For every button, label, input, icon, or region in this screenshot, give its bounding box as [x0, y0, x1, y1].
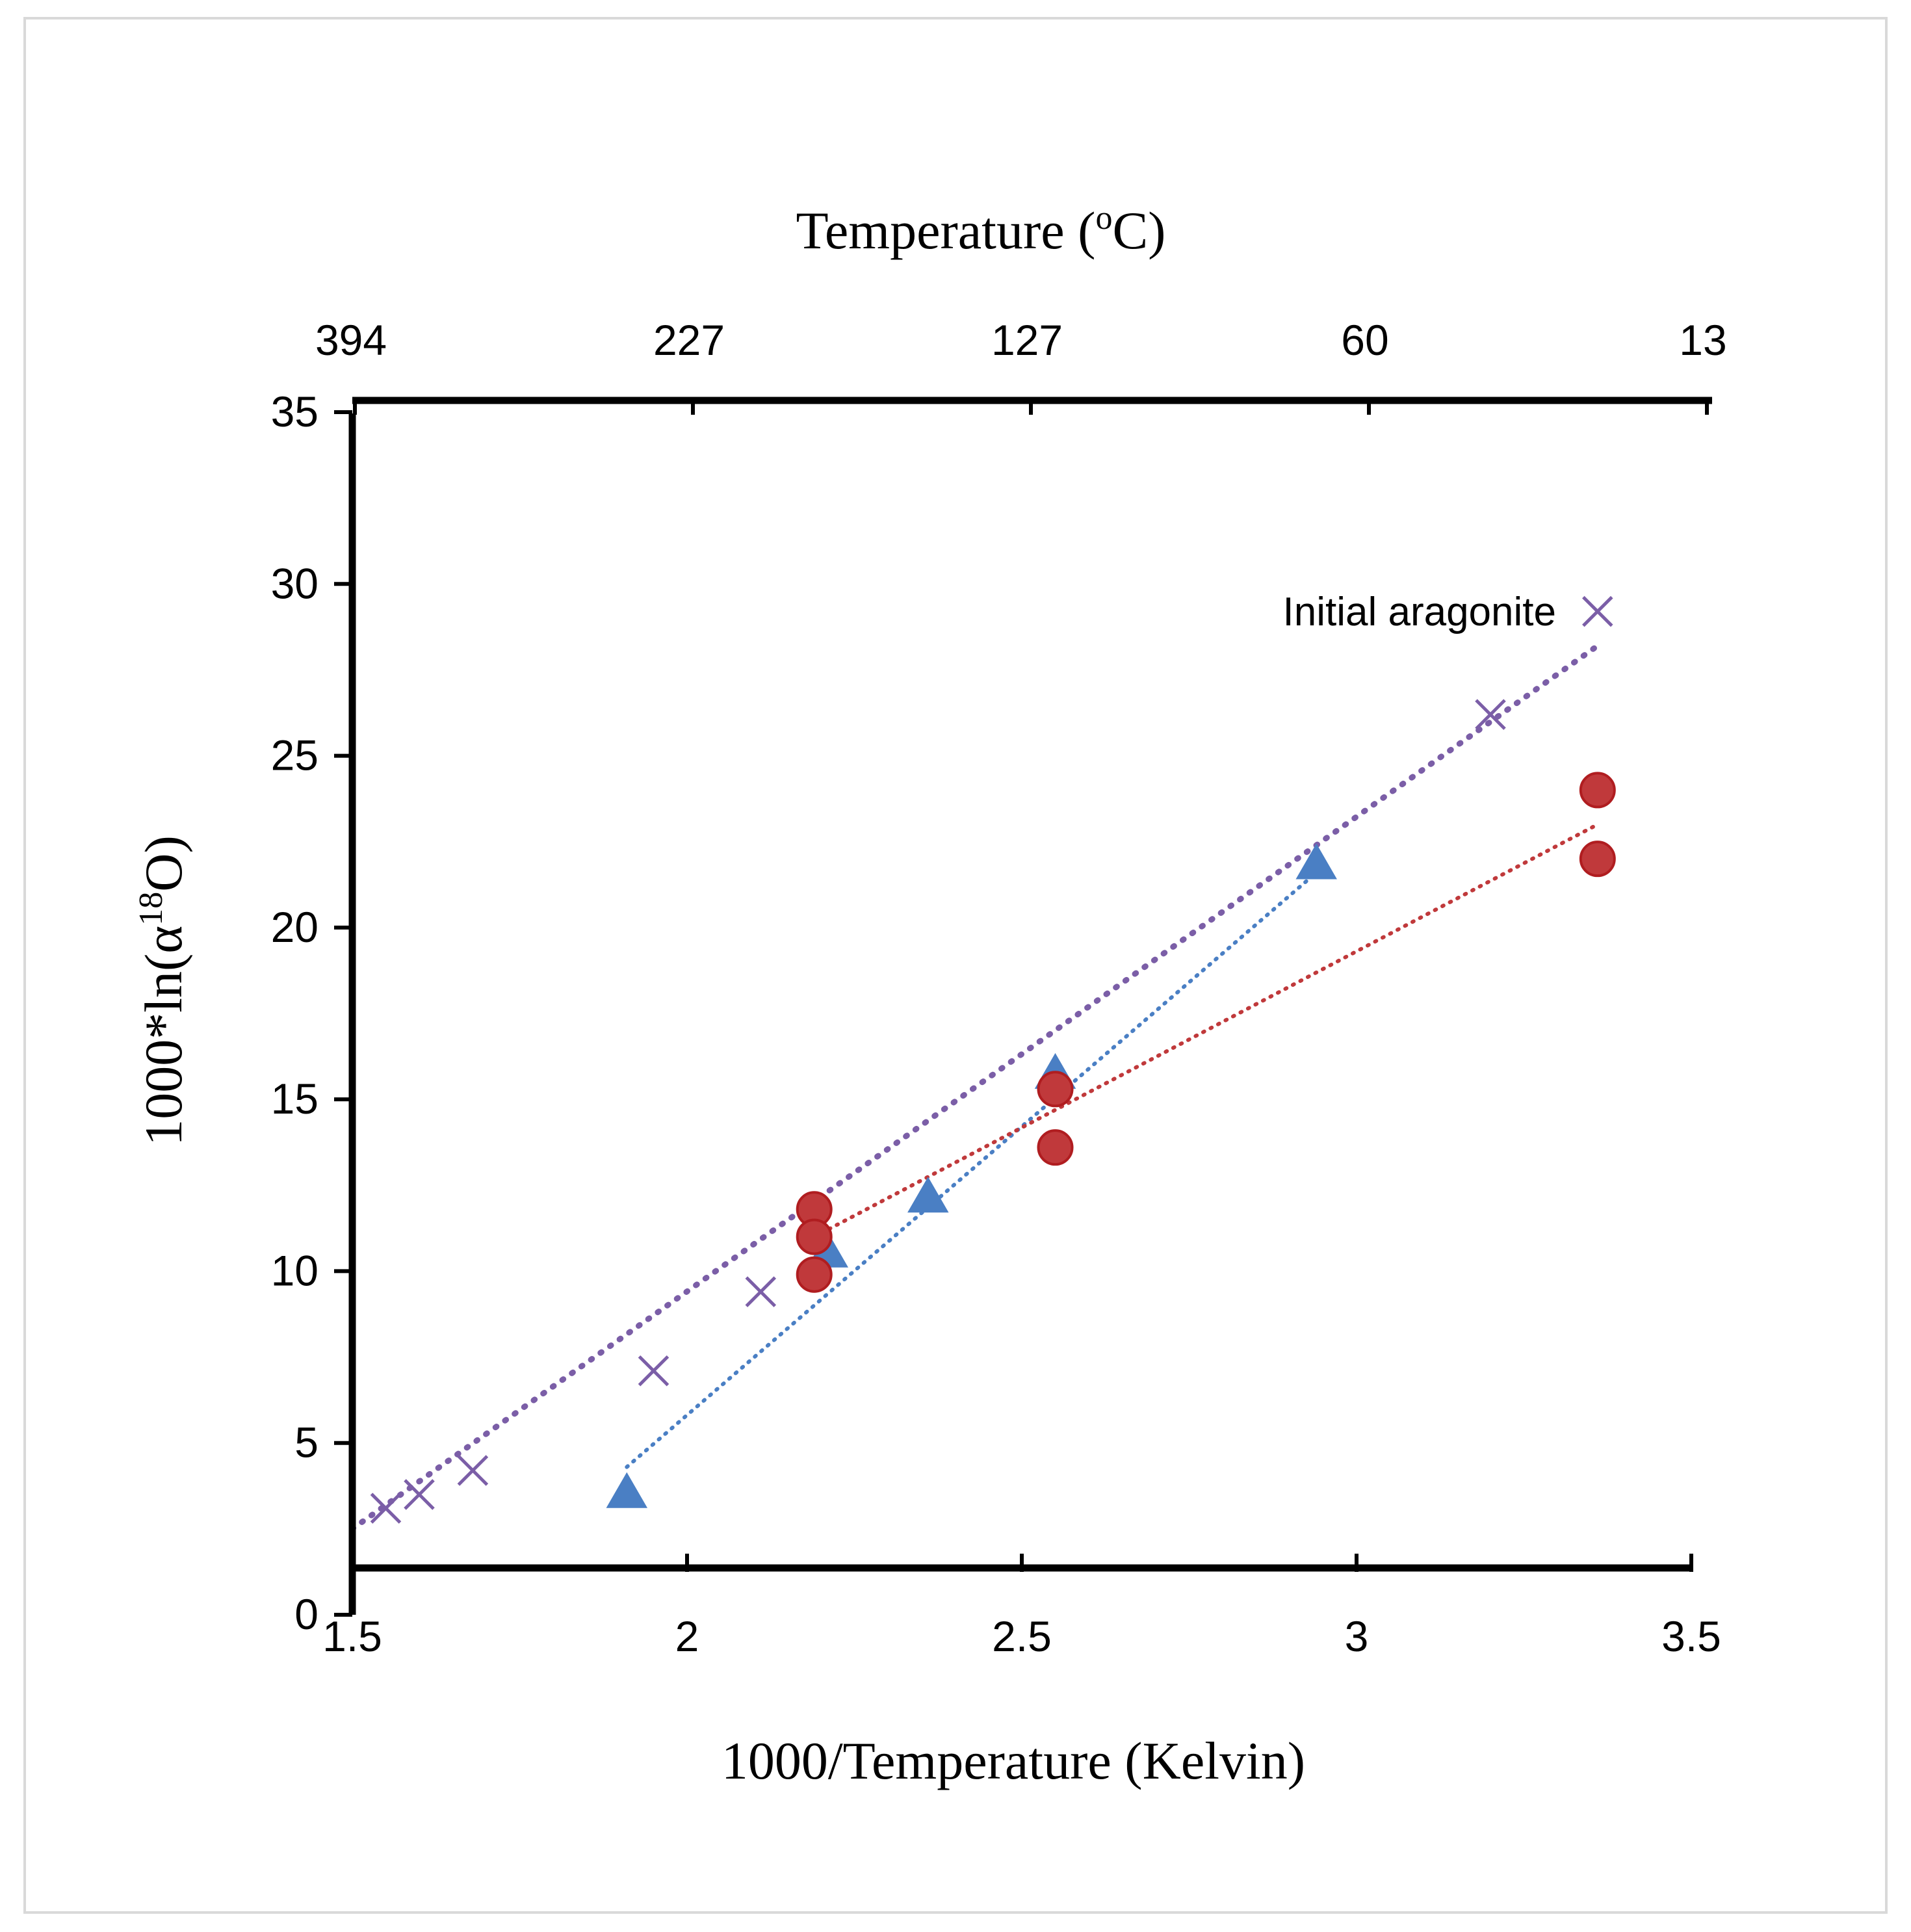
purple-cross-point	[370, 1493, 402, 1524]
cross-stroke-b	[457, 1455, 489, 1486]
top-axis-title: Temperature (oC)	[796, 200, 1166, 260]
purple-cross-point	[404, 1479, 435, 1510]
y-axis-title: 1000*ln(α18O)	[133, 835, 193, 1146]
red-circle-point	[1579, 772, 1616, 809]
cross-stroke-b	[370, 1493, 402, 1524]
x-tick-label: 2	[675, 1612, 699, 1660]
red-circle-point	[1037, 1129, 1074, 1166]
chart-frame: 0 5 10 15 20 25 30 35 1.5 2 2.5 3 3.5 394 227 127 60 13 T…	[23, 17, 1888, 1914]
y-tick-label: 30	[271, 559, 318, 607]
red-circle-point	[1037, 1071, 1074, 1108]
purple-trendline	[349, 642, 1601, 1532]
y-tick-label: 10	[271, 1246, 318, 1294]
y-tick-label: 35	[271, 387, 318, 436]
trendlines-group	[349, 642, 1601, 1532]
x-tick-label: 2.5	[992, 1612, 1052, 1660]
blue-triangle-point	[606, 1472, 648, 1508]
red-trendline	[812, 822, 1600, 1239]
top-axis-title-post: C)	[1112, 201, 1165, 260]
initial-aragonite-label: Initial aragonite	[1283, 590, 1557, 634]
y-tick-label: 20	[271, 903, 318, 951]
top-tick-label: 227	[653, 316, 725, 364]
points-group	[370, 595, 1616, 1524]
red-circle-point	[796, 1256, 833, 1293]
blue-triangle-point	[1295, 843, 1337, 880]
cross-stroke-b	[1475, 699, 1506, 730]
cross-stroke-b	[404, 1479, 435, 1510]
purple-cross-point	[1582, 595, 1613, 627]
top-tick-label: 394	[315, 316, 387, 364]
chart-svg: 0 5 10 15 20 25 30 35 1.5 2 2.5 3 3.5 394 227 127 60 13 T…	[133, 200, 1727, 1790]
blue-trendline	[625, 870, 1319, 1469]
x-tick-label: 3.5	[1661, 1612, 1721, 1660]
ticks-group: 0 5 10 15 20 25 30 35 1.5 2 2.5 3 3.5 394 227 127 60 13	[271, 316, 1727, 1660]
x-tick-label: 1.5	[322, 1612, 382, 1660]
purple-cross-point	[745, 1276, 777, 1307]
cross-stroke-b	[638, 1355, 670, 1387]
cross-stroke-b	[1582, 595, 1613, 627]
purple-cross-point	[1475, 699, 1506, 730]
top-tick-label: 127	[991, 316, 1063, 364]
top-axis-title-pre: Temperature (	[796, 201, 1096, 260]
red-circle-point	[796, 1218, 833, 1255]
y-tick-label: 0	[294, 1590, 318, 1638]
y-axis-title-post: O)	[134, 835, 193, 892]
y-tick-label: 15	[271, 1075, 318, 1123]
red-circle-point	[1579, 841, 1616, 878]
y-axis-title-sup: 18	[133, 892, 170, 926]
purple-cross-point	[638, 1355, 670, 1387]
y-tick-label: 25	[271, 731, 318, 779]
cross-stroke-b	[745, 1276, 777, 1307]
y-tick-label: 5	[294, 1418, 318, 1467]
y-axis-title-pre: 1000*ln(α	[134, 926, 193, 1146]
top-tick-label: 13	[1679, 316, 1726, 364]
x-tick-label: 3	[1345, 1612, 1369, 1660]
x-axis-title: 1000/Temperature (Kelvin)	[722, 1731, 1305, 1790]
purple-cross-point	[457, 1455, 489, 1486]
axes-group	[348, 397, 1712, 1615]
top-axis-title-sup: o	[1095, 200, 1112, 237]
top-tick-label: 60	[1341, 316, 1388, 364]
blue-triangle-point	[907, 1177, 949, 1213]
